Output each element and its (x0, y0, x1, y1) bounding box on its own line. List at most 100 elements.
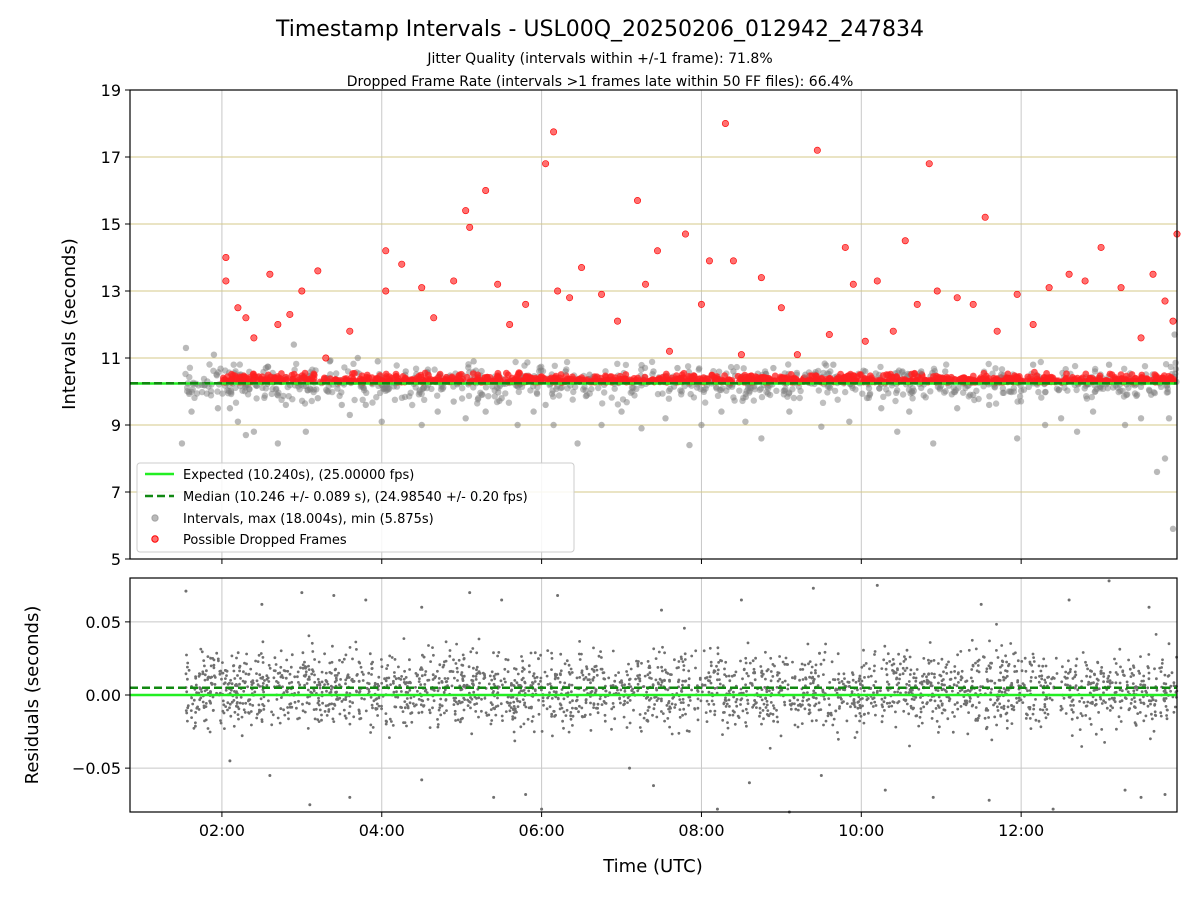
residual-point (1061, 665, 1064, 669)
residual-point (635, 659, 638, 663)
residual-point (443, 688, 447, 692)
residual-point (385, 684, 389, 687)
residual-point (989, 679, 992, 683)
residual-point (466, 698, 469, 702)
interval-point (505, 399, 513, 406)
residual-point (902, 660, 906, 663)
residual-point (1147, 605, 1151, 609)
residual-point (713, 709, 717, 713)
residual-point (377, 696, 381, 700)
residual-point (722, 702, 726, 706)
residual-point (596, 706, 599, 710)
residual-point (371, 726, 375, 729)
residual-point (1062, 696, 1066, 700)
residual-point (677, 660, 681, 663)
interval-point (1053, 385, 1061, 392)
residual-point (623, 699, 627, 703)
residual-point (899, 691, 902, 695)
residual-point (1146, 704, 1150, 708)
residual-point (1002, 678, 1006, 682)
residual-point (970, 704, 974, 708)
residual-point (310, 641, 314, 645)
residual-point (855, 730, 859, 734)
legend: Expected (10.240s), (25.00000 fps) Media… (136, 462, 575, 553)
interval-point (334, 385, 341, 392)
residual-point (1068, 670, 1072, 674)
residual-point (659, 683, 663, 687)
residual-point (1092, 681, 1095, 685)
residual-point (408, 668, 411, 671)
residual-point (657, 697, 660, 700)
residual-point (688, 695, 692, 699)
residual-point (508, 704, 511, 707)
residual-point (210, 675, 214, 679)
interval-point (918, 368, 925, 375)
residual-point (696, 684, 699, 688)
dropped-frame-point (382, 247, 390, 255)
residual-point (1055, 672, 1059, 675)
residual-point (1050, 698, 1054, 702)
residual-point (625, 670, 628, 673)
residual-point (413, 704, 416, 708)
residual-point (1138, 672, 1141, 675)
residual-point (681, 679, 685, 683)
interval-point (304, 387, 311, 394)
residual-point (677, 731, 681, 735)
dropped-frame-point (228, 375, 235, 383)
residual-point (516, 672, 520, 676)
residual-point (1004, 654, 1007, 658)
dropped-frame-point (346, 327, 354, 335)
interval-point (200, 375, 208, 383)
residual-point (733, 722, 737, 726)
interval-point (717, 386, 725, 394)
residual-point (514, 709, 517, 713)
chart-title: Timestamp Intervals - USL00Q_20250206_01… (275, 17, 924, 42)
residual-point (456, 670, 459, 674)
residual-point (1150, 712, 1153, 716)
interval-point (878, 405, 885, 412)
residual-point (887, 705, 891, 708)
residual-point (1169, 689, 1172, 693)
residual-point (497, 685, 501, 689)
residual-point (580, 671, 584, 674)
residual-point (707, 702, 711, 706)
residual-point (512, 730, 516, 734)
interval-point (338, 401, 345, 409)
residual-point (1034, 718, 1038, 722)
residual-point (721, 733, 724, 736)
residual-point (556, 594, 560, 598)
residual-point (380, 681, 384, 685)
residual-point (246, 685, 250, 689)
residual-point (727, 674, 731, 678)
residual-point (826, 711, 830, 715)
residual-point (969, 697, 972, 700)
residual-point (238, 682, 241, 686)
residual-point (931, 795, 935, 799)
residual-point (927, 673, 930, 676)
residual-point (419, 666, 423, 669)
residual-point (908, 655, 912, 659)
interval-point (628, 384, 636, 391)
residual-point (974, 719, 978, 722)
residual-point (409, 696, 413, 700)
residual-point (843, 677, 846, 680)
residual-point (285, 658, 289, 662)
residual-point (960, 688, 964, 692)
residual-point (1159, 670, 1163, 673)
residual-point (258, 685, 262, 688)
residual-point (930, 684, 934, 688)
residual-point (509, 701, 512, 705)
residual-point (1043, 698, 1047, 701)
residual-point (653, 703, 656, 706)
residual-point (814, 663, 818, 667)
residual-point (1102, 680, 1105, 684)
residual-point (836, 731, 839, 734)
residual-point (524, 792, 528, 796)
residual-point (592, 670, 596, 673)
residual-point (261, 682, 265, 685)
dropped-frame-point (578, 264, 586, 272)
residual-point (303, 683, 306, 687)
residual-point (1086, 683, 1090, 686)
dropped-frame-point (1027, 373, 1035, 381)
residual-point (745, 724, 748, 728)
